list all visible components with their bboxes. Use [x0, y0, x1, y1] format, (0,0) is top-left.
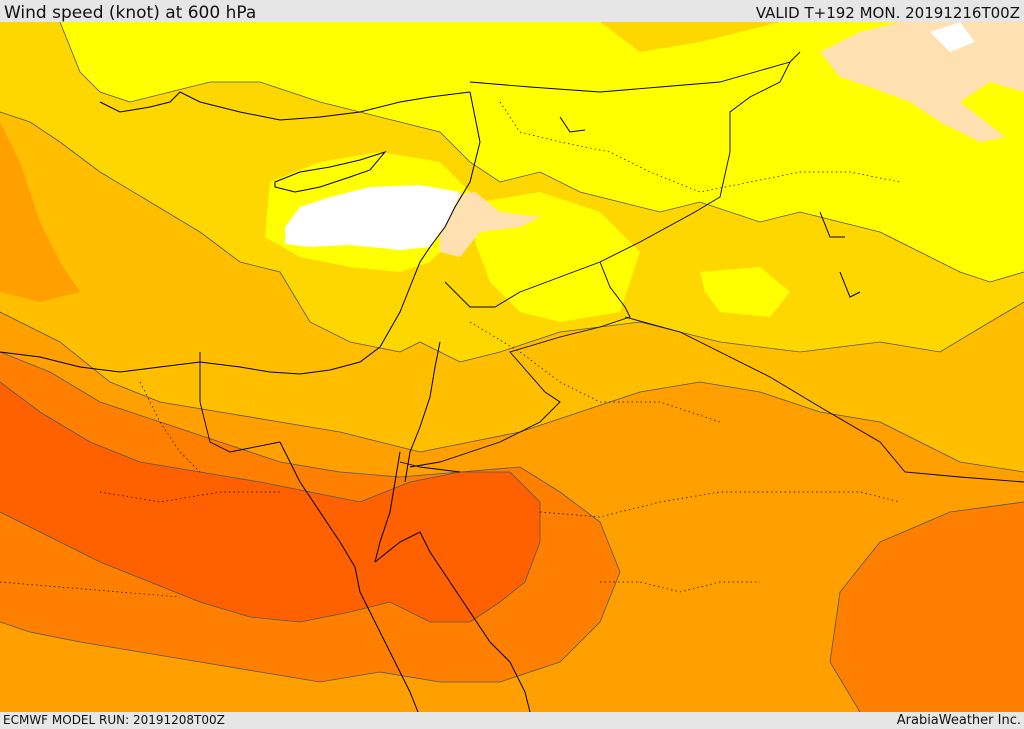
- band-white: [285, 185, 460, 250]
- band-red-orange: [0, 382, 540, 622]
- credit: ArabiaWeather Inc.: [896, 713, 1021, 728]
- band-orange-west: [0, 122, 80, 302]
- band-white-ne: [930, 22, 975, 52]
- map-panel: [0, 22, 1024, 712]
- band-light-yellow-iraq: [700, 267, 790, 317]
- band-light-yellow-north: [60, 22, 1024, 282]
- footer-bar: ECMWF MODEL RUN: 20191208T00Z ArabiaWeat…: [0, 712, 1024, 729]
- borders: [199, 51, 1024, 483]
- band-peach-lebanon: [440, 192, 540, 257]
- coastlines: [0, 91, 861, 712]
- map-title: Wind speed (knot) at 600 hPa: [4, 3, 257, 23]
- band-peach-ne: [820, 22, 1024, 142]
- admin-boundaries: [0, 101, 901, 598]
- band-dark-orange-se: [830, 502, 1024, 712]
- contour-lines: [0, 22, 1024, 712]
- valid-time: VALID T+192 MON. 20191216T00Z: [755, 4, 1020, 22]
- header-bar: Wind speed (knot) at 600 hPa VALID T+192…: [0, 0, 1024, 23]
- wind-speed-map: [0, 22, 1024, 712]
- model-run: ECMWF MODEL RUN: 20191208T00Z: [3, 713, 225, 727]
